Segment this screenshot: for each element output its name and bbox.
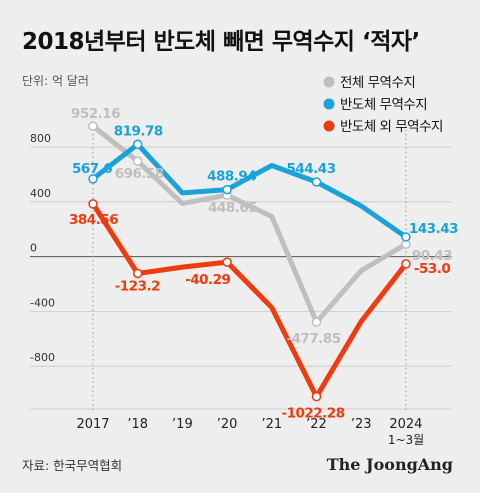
point-semiconductor xyxy=(222,184,232,195)
data-label-non_semiconductor: -40.29 xyxy=(185,272,230,288)
series-line-non_semiconductor xyxy=(90,201,409,400)
data-label-non_semiconductor: 384.56 xyxy=(69,212,118,228)
data-label-non_semiconductor: -1022.28 xyxy=(282,406,345,422)
x-axis-ticks: 2017 ’18 ’19 ’20 ’21 ’22 ’23 2024 xyxy=(76,417,422,432)
legend-marker-semiconductor xyxy=(323,98,335,110)
point-semiconductor xyxy=(311,177,322,187)
data-label-total: 448.65 xyxy=(208,200,257,216)
data-label-semiconductor: 819.78 xyxy=(114,123,163,139)
data-label-total: 696.58 xyxy=(115,166,164,182)
data-label-non_semiconductor: -123.2 xyxy=(115,278,160,294)
x-tick-label: ’19 xyxy=(172,417,193,432)
point-total xyxy=(88,121,98,131)
data-label-semiconductor: 143.43 xyxy=(409,221,458,237)
brand-logo: The JoongAng xyxy=(327,455,453,474)
point-semiconductor xyxy=(401,232,411,242)
point-non_semiconductor xyxy=(401,259,411,269)
data-label-total: -477.85 xyxy=(287,331,341,347)
legend-label-total: 전체 무역수지 xyxy=(340,75,415,91)
data-label-semiconductor: 544.43 xyxy=(287,161,336,177)
data-label-total: 952.16 xyxy=(71,106,120,122)
series-line-total xyxy=(90,123,409,325)
legend-marker-total xyxy=(323,76,335,88)
x-tick-label: ’23 xyxy=(351,417,372,432)
y-axis-ticks: 800 400 0 -400 -800 xyxy=(30,132,55,364)
point-total xyxy=(132,156,143,166)
point-semiconductor xyxy=(132,139,143,150)
x-axis-sublabel: 1~3월 xyxy=(388,433,424,447)
legend-marker-non-semiconductor xyxy=(323,120,335,132)
data-label-semiconductor: 567.6 xyxy=(72,161,112,177)
point-non_semiconductor xyxy=(222,257,232,267)
point-non_semiconductor xyxy=(311,391,322,402)
series xyxy=(88,121,411,402)
data-labels: 952.16 696.58 448.65 -477.85 90.43 567.6 819.7… xyxy=(69,106,459,422)
point-total xyxy=(311,317,322,327)
y-tick-label: 0 xyxy=(30,242,37,255)
x-tick-label: 2017 xyxy=(76,417,109,432)
y-tick-label: -400 xyxy=(30,296,55,309)
legend: 전체 무역수지 반도체 무역수지 반도체 외 무역수지 xyxy=(323,75,443,135)
legend-label-non-semiconductor: 반도체 외 무역수지 xyxy=(340,119,443,135)
source-note: 자료: 한국무역협회 xyxy=(22,458,122,473)
grid xyxy=(30,146,452,410)
series-line-semiconductor xyxy=(90,141,409,240)
x-tick-label: ’18 xyxy=(127,417,148,432)
data-label-semiconductor: 488.94 xyxy=(207,169,256,185)
y-tick-label: 800 xyxy=(30,132,51,145)
y-tick-label: -800 xyxy=(30,351,55,364)
point-non_semiconductor xyxy=(132,268,143,279)
data-label-total: 90.43 xyxy=(412,248,452,264)
point-non_semiconductor xyxy=(88,199,98,209)
point-semiconductor xyxy=(88,174,98,184)
y-tick-label: 400 xyxy=(30,187,51,200)
x-tick-label: ’22 xyxy=(306,417,327,432)
x-tick-label: 2024 xyxy=(389,417,422,432)
data-label-non_semiconductor: -53.0 xyxy=(414,261,451,277)
x-tick-label: ’20 xyxy=(217,417,238,432)
x-tick-label: ’21 xyxy=(261,417,282,432)
legend-label-semiconductor: 반도체 무역수지 xyxy=(340,97,427,113)
chart-title: 2018년부터 반도체 빼면 무역수지 ‘적자’ xyxy=(22,29,420,55)
unit-label: 단위: 억 달러 xyxy=(22,74,89,88)
